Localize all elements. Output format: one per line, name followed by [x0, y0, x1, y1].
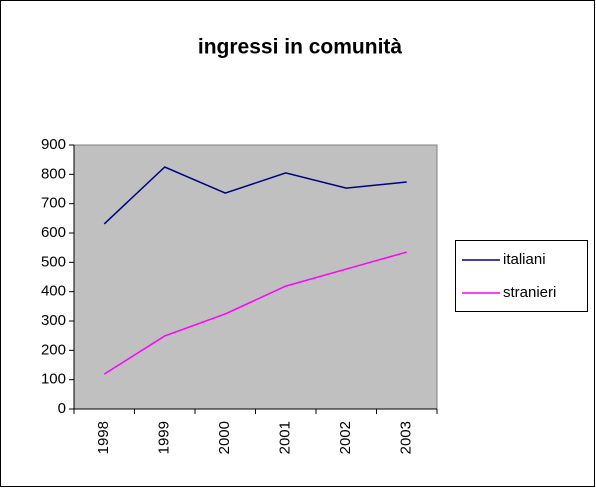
y-tick-label: 600 [41, 224, 66, 241]
y-tick-label: 800 [41, 165, 66, 182]
y-tick-label: 700 [41, 195, 66, 212]
y-tick-label: 200 [41, 341, 66, 358]
x-tick-label: 1998 [95, 421, 112, 454]
x-tick-label: 2002 [337, 421, 354, 454]
y-tick-label: 300 [41, 312, 66, 329]
y-tick-label: 500 [41, 253, 66, 270]
series-line [103, 166, 407, 225]
chart-title: ingressi in comunità [198, 36, 403, 59]
legend-box [455, 240, 588, 312]
legend-label: italiani [503, 251, 546, 268]
y-tick-label: 0 [58, 400, 66, 417]
y-tick-label: 900 [41, 136, 66, 153]
series-line [103, 251, 407, 375]
x-tick-label: 2000 [216, 421, 233, 454]
y-tick-label: 100 [41, 371, 66, 388]
x-tick-label: 2003 [398, 421, 415, 454]
x-tick-label: 1999 [156, 421, 173, 454]
legend-label: stranieri [503, 284, 556, 301]
y-tick-label: 400 [41, 283, 66, 300]
x-tick-label: 2001 [277, 421, 294, 454]
plot-area [73, 144, 438, 410]
